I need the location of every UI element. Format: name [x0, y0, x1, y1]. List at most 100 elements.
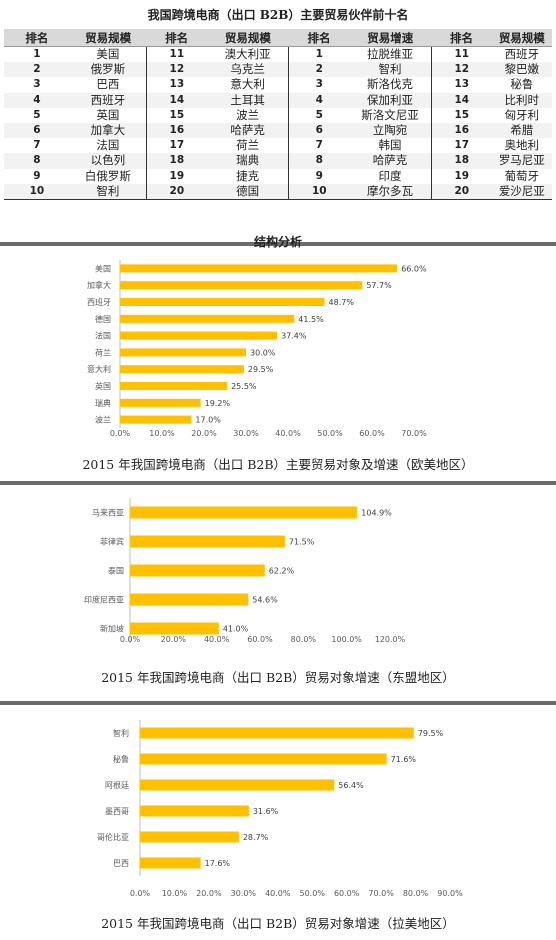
rank-cell: 20 — [146, 183, 207, 200]
x-tick-label: 40.0% — [275, 429, 301, 438]
europe-america-chart: 美国 66.0% 加拿大 57.7% 西班牙 48.7% 德国 41.5% 法国 37.4% 荷兰 3… — [87, 260, 427, 438]
x-tick-label: 50.0% — [300, 889, 326, 898]
rank-cell: 20 — [431, 183, 492, 200]
country-cell: 乌克兰 — [206, 62, 290, 78]
rank-cell: 12 — [431, 62, 492, 78]
divider-1 — [0, 242, 556, 246]
table-row: 7 法国 17 荷兰 7 韩国 17 奥地利 — [4, 138, 552, 154]
rank-cell: 8 — [4, 153, 70, 169]
rank-cell: 18 — [431, 153, 492, 169]
data-label: 30.0% — [250, 348, 276, 357]
rank-cell: 17 — [169, 139, 185, 152]
category-label: 菲律宾 — [100, 537, 124, 547]
rank-cell: 7 — [33, 139, 41, 152]
data-label: 19.2% — [205, 399, 231, 408]
category-label: 英国 — [95, 381, 111, 391]
data-label: 104.9% — [361, 509, 392, 518]
category-label: 马来西亚 — [92, 509, 124, 518]
rank-cell: 5 — [33, 108, 41, 121]
rank-cell: 10 — [4, 183, 70, 200]
category-label: 泰国 — [108, 566, 124, 576]
data-label: 54.6% — [252, 596, 278, 605]
rank-cell: 4 — [288, 92, 350, 108]
category-label: 意大利 — [87, 364, 111, 374]
rank-cell: 16 — [146, 122, 207, 139]
rank-cell: 13 — [169, 78, 185, 91]
category-label: 德国 — [95, 314, 111, 324]
country-cell: 智利 — [69, 183, 147, 200]
data-label: 56.4% — [338, 781, 364, 790]
x-tick-label: 40.0% — [204, 635, 230, 644]
header-scale-3: 贸易规模 — [491, 29, 552, 47]
category-label: 阿根廷 — [105, 780, 129, 790]
country-cell: 澳大利亚 — [206, 46, 290, 63]
category-label: 巴西 — [113, 859, 129, 868]
data-label: 41.5% — [298, 315, 324, 324]
bar — [120, 398, 201, 407]
x-tick-label: 0.0% — [110, 429, 131, 438]
country-cell: 哈萨克 — [349, 153, 432, 169]
rank-cell: 15 — [169, 108, 185, 121]
country-cell: 美国 — [69, 46, 147, 63]
category-label: 哥伦比亚 — [97, 832, 129, 842]
category-label: 荷兰 — [95, 347, 111, 357]
bar — [140, 805, 249, 817]
x-tick-label: 60.0% — [334, 889, 360, 898]
bar — [130, 564, 265, 577]
section-title: 结构分析 — [253, 235, 302, 249]
data-label: 71.5% — [289, 538, 315, 547]
latin-america-chart-title: 2015 年我国跨境电商（出口 B2B）贸易对象增速（拉美地区） — [101, 916, 455, 931]
rank-cell: 6 — [4, 122, 70, 139]
rank-cell: 18 — [146, 153, 207, 169]
header-rank-1: 排名 — [4, 29, 70, 47]
country-cell: 保加利亚 — [349, 92, 432, 108]
divider-2 — [0, 481, 556, 485]
europe-america-chart-title: 2015 年我国跨境电商（出口 B2B）主要贸易对象及增速（欧美地区） — [82, 457, 474, 472]
country-cell: 智利 — [349, 62, 432, 78]
rank-cell: 3 — [315, 78, 323, 91]
x-tick-label: 30.0% — [233, 429, 259, 438]
country-cell: 秘鲁 — [510, 77, 534, 92]
category-label: 新加坡 — [100, 624, 124, 634]
x-tick-label: 120.0% — [375, 635, 406, 644]
category-label: 加拿大 — [87, 280, 111, 290]
header-growth: 贸易增速 — [349, 29, 432, 47]
category-label: 美国 — [95, 263, 111, 273]
rank-cell: 5 — [315, 108, 323, 121]
data-label: 48.7% — [329, 298, 355, 307]
x-tick-label: 90.0% — [437, 889, 463, 898]
category-label: 秘鲁 — [113, 754, 129, 764]
header-rank-4: 排名 — [431, 29, 492, 47]
category-label: 瑞典 — [95, 398, 111, 408]
rank-cell: 19 — [169, 169, 185, 182]
divider-3 — [0, 701, 556, 705]
country-cell: 希腊 — [491, 122, 552, 139]
country-cell: 立陶宛 — [349, 122, 432, 139]
rank-cell: 4 — [4, 92, 70, 108]
data-label: 31.6% — [253, 807, 279, 816]
bar — [130, 593, 249, 606]
country-cell: 罗马尼亚 — [491, 153, 552, 169]
country-cell: 西班牙 — [504, 47, 540, 62]
country-cell: 斯洛文尼亚 — [349, 107, 432, 123]
category-label: 西班牙 — [87, 297, 111, 307]
bar — [130, 622, 219, 635]
category-label: 法国 — [95, 331, 111, 341]
data-label: 25.5% — [231, 382, 257, 391]
country-cell: 以色列 — [69, 153, 147, 169]
country-cell: 哈萨克 — [206, 122, 290, 139]
country-cell: 奥地利 — [504, 138, 540, 153]
rank-cell: 3 — [33, 78, 41, 91]
rank-cell: 14 — [431, 92, 492, 108]
country-cell: 巴西 — [69, 77, 147, 93]
bar — [120, 264, 398, 273]
header-rank-3: 排名 — [288, 29, 350, 47]
country-cell: 法国 — [69, 138, 147, 154]
bar — [120, 281, 363, 290]
rank-cell: 12 — [146, 62, 207, 78]
country-cell: 葡萄牙 — [504, 168, 540, 183]
rank-cell: 9 — [315, 169, 323, 182]
x-tick-label: 20.0% — [196, 889, 222, 898]
x-tick-label: 10.0% — [162, 889, 188, 898]
rank-cell: 19 — [454, 169, 470, 182]
